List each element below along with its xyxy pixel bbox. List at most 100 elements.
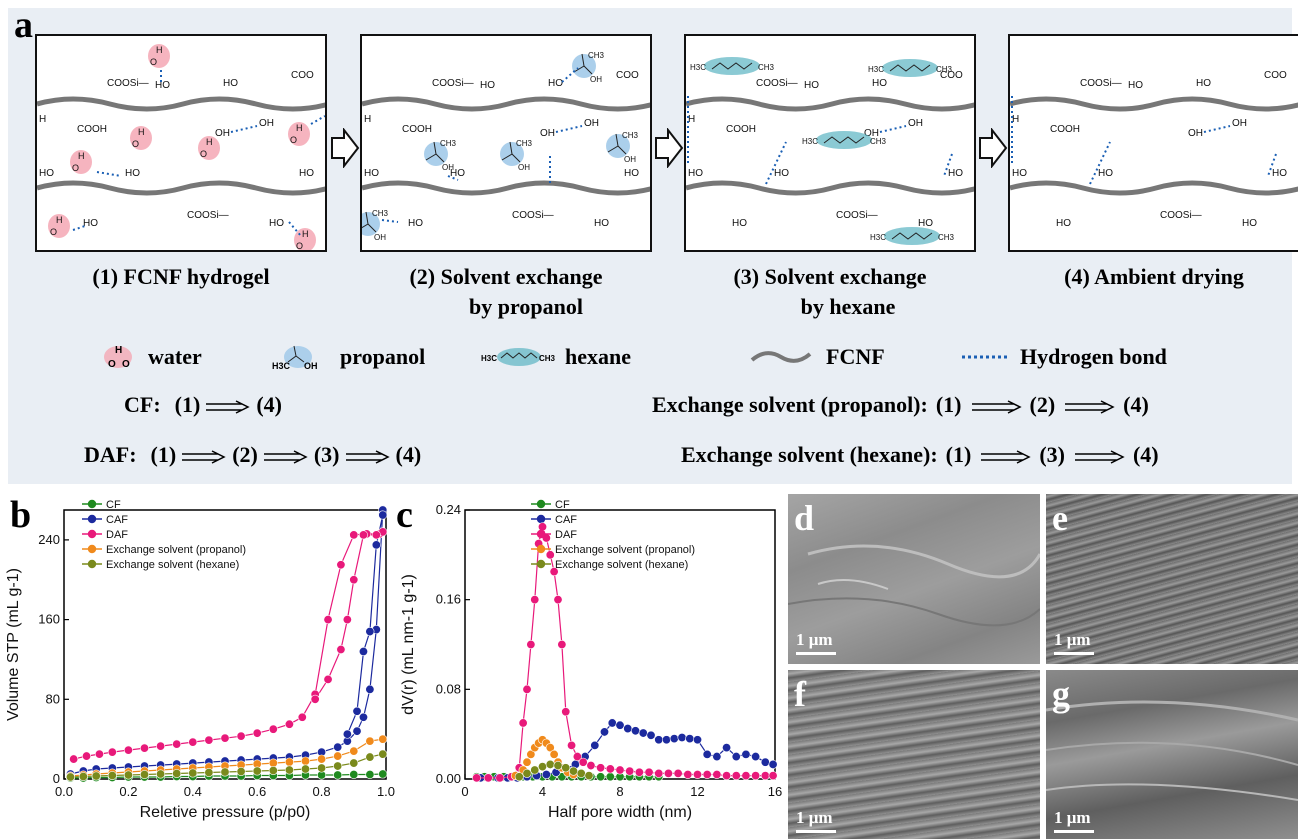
route-hexane: Exchange solvent (hexane): (1) (3) (4) (681, 442, 1159, 467)
data-point (600, 727, 610, 737)
data-point (317, 754, 327, 764)
data-point (378, 749, 388, 759)
data-point (605, 764, 615, 774)
data-point (545, 743, 555, 753)
water-molecule (70, 150, 92, 174)
svg-text:H3C: H3C (272, 361, 291, 371)
ho-label: HO (1056, 218, 1071, 229)
data-point (82, 751, 92, 761)
data-point (349, 746, 359, 756)
hydrogen-bond (561, 67, 579, 83)
data-point (336, 560, 346, 570)
propanol-ch3: CH3 (372, 209, 389, 218)
data-point (731, 771, 741, 781)
data-point (530, 595, 540, 605)
data-point (625, 766, 635, 776)
data-point (586, 761, 596, 771)
x-tick-label: 0.2 (119, 784, 137, 799)
panel-label-f: f (794, 674, 806, 714)
scale-bar-label: 1 μm (1054, 808, 1091, 827)
data-point (284, 757, 294, 767)
stage-4-caption: (4) Ambient drying (1064, 264, 1244, 289)
stage-2-diagram: COOSi— COO COOH HO HO OH OH COOSi— HO HO HO HO H HO CH… (360, 34, 652, 252)
sem-image-e: e 1 μm (1046, 494, 1298, 664)
series-caf (65, 505, 388, 779)
data-point (352, 726, 362, 736)
legend-marker (536, 559, 546, 569)
data-point (654, 768, 664, 778)
hexane-h3c: H3C (690, 63, 706, 72)
data-point (623, 724, 633, 734)
fcnf-fiber (37, 96, 325, 112)
propanol-oh: OH (442, 163, 454, 172)
series-daf (472, 522, 778, 783)
data-point (268, 766, 278, 776)
data-point (576, 768, 586, 778)
route-arrow-icon (971, 400, 1022, 414)
ho-label: HO (1098, 168, 1113, 179)
data-point (472, 773, 482, 783)
hydrogen-bond (72, 225, 86, 231)
h-label: H (1012, 114, 1019, 125)
propanol-ch3: CH3 (440, 139, 457, 148)
data-point (297, 712, 307, 722)
data-point (188, 737, 198, 747)
data-point (310, 694, 320, 704)
scale-bar-label: 1 μm (796, 808, 833, 827)
hydrogen-bond (1203, 125, 1231, 133)
route-propanol: Exchange solvent (propanol): (1) (2) (4) (652, 392, 1149, 417)
ho-label: HO (408, 218, 423, 229)
data-point (300, 764, 310, 774)
coo-label: COO (616, 70, 639, 81)
hydrogen-bond (381, 219, 399, 223)
x-tick-label: 0.4 (184, 784, 202, 799)
data-point (300, 756, 310, 766)
legend-marker (536, 514, 546, 524)
scale-bar-label: 1 μm (796, 630, 833, 649)
y-tick-label: 0.08 (436, 681, 461, 696)
data-point (751, 752, 761, 762)
data-point (268, 758, 278, 768)
data-point (323, 615, 333, 625)
data-point (615, 720, 625, 730)
data-point (569, 766, 579, 776)
data-point (538, 762, 548, 772)
panel-label-b: b (10, 494, 32, 536)
hydrogen-bond (447, 175, 459, 181)
data-point (661, 735, 671, 745)
data-point (549, 749, 559, 759)
water-molecule (48, 214, 70, 238)
data-point (333, 770, 343, 780)
ho-label: HO (804, 80, 819, 91)
data-point (358, 712, 368, 722)
hexane-ch3: CH3 (938, 233, 955, 242)
data-point (317, 763, 327, 773)
ho-label: HO (918, 218, 933, 229)
coosi-label: COOSi— (187, 210, 229, 221)
propanol-oh: OH (374, 233, 386, 242)
ho-label: HO (269, 218, 284, 229)
data-point (69, 754, 79, 764)
route-arrow-icon (345, 450, 390, 464)
hydrogen-bond (555, 125, 583, 133)
svg-text:OH: OH (304, 361, 318, 371)
data-point (549, 567, 559, 577)
water-h: H (78, 151, 85, 161)
data-point (65, 772, 75, 782)
data-point (140, 743, 150, 753)
hexane-ch3: CH3 (758, 63, 775, 72)
legend-label: Exchange solvent (hexane) (106, 559, 239, 571)
data-point (692, 735, 702, 745)
data-point (712, 752, 722, 762)
ho-label: HO (39, 168, 54, 179)
h-label: H (364, 114, 371, 125)
data-point (342, 615, 352, 625)
route-arrow-icon (1065, 400, 1115, 414)
oh-label: OH (1232, 118, 1247, 129)
oh-label: OH (1188, 128, 1203, 139)
fcnf-fiber (1010, 180, 1298, 196)
coosi-label: COOSi— (1080, 78, 1122, 89)
ho-label: HO (872, 78, 887, 89)
data-point (760, 757, 770, 767)
x-tick-label: 0.0 (55, 784, 73, 799)
